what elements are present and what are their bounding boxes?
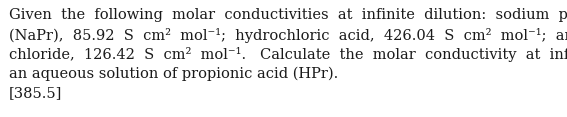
Text: an aqueous solution of propionic acid (HPr).: an aqueous solution of propionic acid (H… — [9, 66, 338, 81]
Text: [385.5]: [385.5] — [9, 86, 62, 100]
Text: Given  the  following  molar  conductivities  at  infinite  dilution:  sodium  p: Given the following molar conductivities… — [9, 8, 567, 22]
Text: chloride,  126.42  S  cm²  mol⁻¹.   Calculate  the  molar  conductivity  at  inf: chloride, 126.42 S cm² mol⁻¹. Calculate … — [9, 47, 567, 62]
Text: (NaPr),  85.92  S  cm²  mol⁻¹;  hydrochloric  acid,  426.04  S  cm²  mol⁻¹;  and: (NaPr), 85.92 S cm² mol⁻¹; hydrochloric … — [9, 27, 567, 42]
